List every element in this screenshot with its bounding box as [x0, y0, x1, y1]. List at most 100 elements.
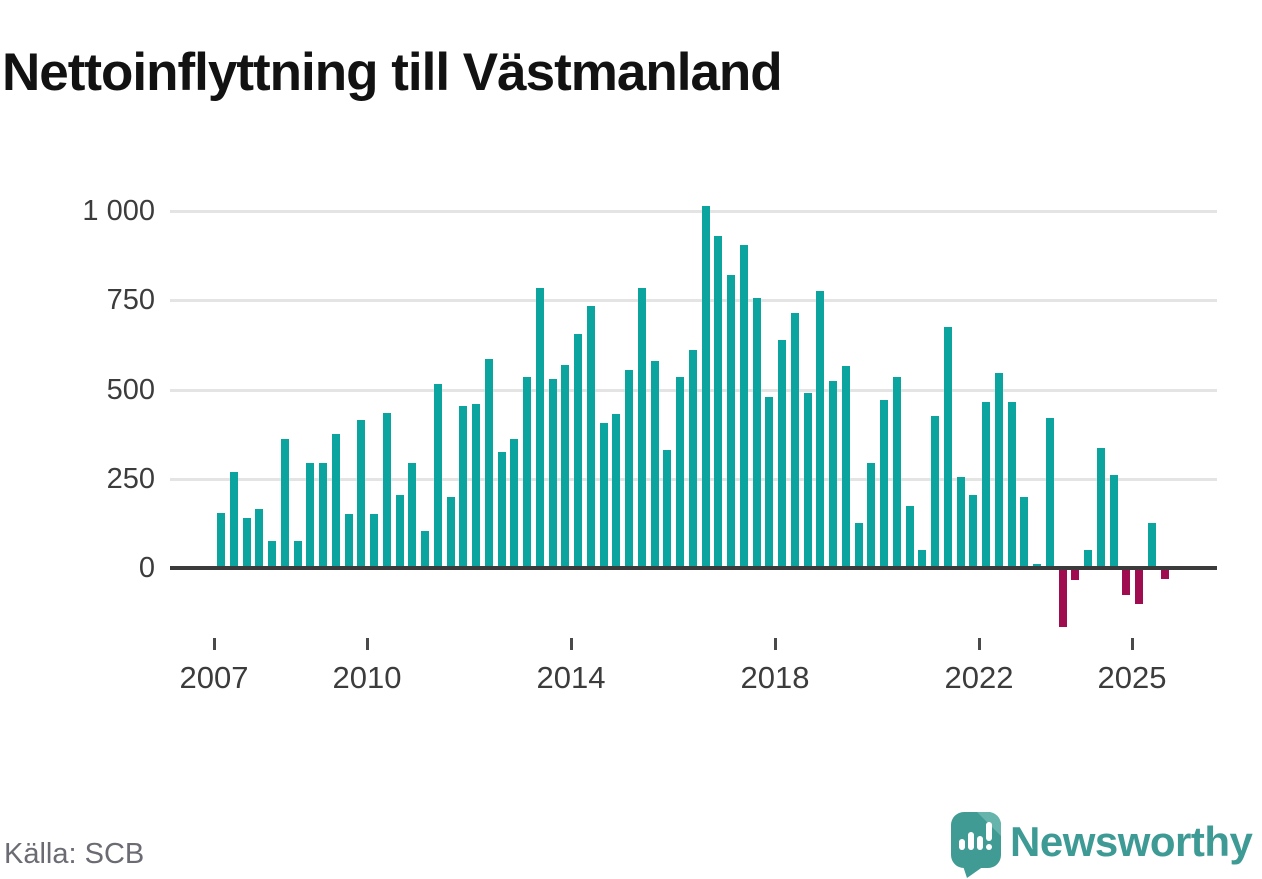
bar-2016-Q3 [701, 205, 710, 568]
bar-2023-Q2 [1045, 418, 1054, 568]
bar-2023-Q4 [1071, 568, 1080, 581]
bar-2008-Q4 [306, 462, 315, 568]
bar-2010-Q1 [370, 514, 378, 568]
bar-2015-Q2 [637, 287, 646, 568]
bar-2025-Q3 [1160, 568, 1169, 579]
x-tick-2010 [366, 638, 369, 650]
y-tick-label-1000: 1 000 [82, 195, 155, 227]
bar-2024-Q3 [1109, 475, 1118, 568]
bar-2012-Q1 [472, 403, 480, 568]
bar-2021-Q2 [943, 327, 952, 568]
bar-2010-Q4 [408, 462, 417, 568]
bar-2015-Q1 [625, 369, 633, 568]
bar-2007-Q1 [217, 512, 225, 568]
bar-2011-Q1 [421, 530, 429, 568]
x-tick-label-2025: 2025 [1097, 660, 1167, 695]
bar-2014-Q4 [612, 414, 621, 568]
bar-2017-Q2 [739, 244, 748, 568]
y-tick-label-750: 750 [106, 284, 155, 317]
bar-2017-Q3 [752, 298, 761, 568]
bar-2009-Q3 [344, 514, 353, 568]
bar-2008-Q1 [268, 541, 276, 568]
x-tick-2025 [1131, 638, 1134, 650]
bar-2007-Q3 [242, 518, 251, 568]
bar-2018-Q2 [790, 312, 799, 568]
bar-2013-Q3 [548, 378, 557, 568]
x-tick-label-2010: 2010 [332, 660, 402, 695]
x-tick-2022 [978, 638, 981, 650]
bar-2014-Q2 [586, 305, 595, 568]
bar-2008-Q2 [280, 439, 289, 568]
bar-2012-Q4 [510, 439, 519, 568]
bar-2013-Q2 [535, 287, 544, 568]
bar-2011-Q2 [433, 384, 442, 568]
bar-2012-Q3 [497, 451, 506, 568]
y-tick-label-0: 0 [138, 552, 155, 584]
bar-2007-Q2 [229, 471, 238, 568]
bar-2021-Q1 [931, 416, 939, 568]
bar-2024-Q4 [1122, 568, 1131, 595]
logo-bar-3 [977, 836, 983, 850]
bar-2009-Q4 [357, 419, 366, 568]
x-tick-2014 [570, 638, 573, 650]
zero-baseline [170, 566, 1217, 570]
speech-bubble-tail [963, 866, 984, 878]
bar-2010-Q2 [382, 412, 391, 568]
bar-2020-Q3 [905, 505, 914, 568]
bar-2024-Q1 [1084, 550, 1092, 568]
bar-2011-Q3 [446, 496, 455, 568]
bar-2018-Q4 [816, 291, 825, 568]
x-tick-label-2018: 2018 [740, 660, 810, 695]
logo-bar-1 [959, 839, 965, 850]
y-tick-label-250: 250 [106, 462, 155, 495]
bar-2020-Q4 [918, 550, 927, 568]
bar-2014-Q3 [599, 423, 608, 568]
bar-2018-Q1 [778, 339, 786, 568]
logo-exclamation-stem [986, 822, 992, 841]
bar-2018-Q3 [803, 393, 812, 568]
bar-2024-Q2 [1096, 448, 1105, 568]
bar-2023-Q3 [1058, 568, 1067, 627]
bar-2016-Q2 [688, 350, 697, 568]
bar-2019-Q2 [841, 366, 850, 568]
gridline-1000 [170, 210, 1217, 213]
x-tick-label-2022: 2022 [944, 660, 1014, 695]
gridline-750 [170, 299, 1217, 303]
bar-2019-Q4 [867, 462, 876, 568]
bar-2016-Q1 [676, 377, 684, 568]
bar-2022-Q1 [982, 401, 990, 568]
bar-2009-Q1 [319, 462, 327, 568]
bar-2012-Q2 [484, 359, 493, 568]
newsworthy-logo: Newsworthy [948, 808, 1262, 879]
bar-2010-Q3 [395, 494, 404, 568]
bar-2025-Q1 [1135, 568, 1143, 604]
bar-2008-Q3 [293, 541, 302, 568]
logo-exclamation-dot [986, 844, 992, 850]
bar-2015-Q3 [650, 360, 659, 568]
bar-2013-Q4 [561, 364, 570, 568]
bar-2015-Q4 [663, 450, 672, 568]
bar-2022-Q2 [994, 373, 1003, 568]
bar-2021-Q3 [956, 476, 965, 568]
bar-2017-Q1 [727, 275, 735, 568]
newsworthy-bubble-chart-icon [951, 812, 1001, 868]
x-tick-2007 [213, 638, 216, 650]
bar-2016-Q4 [714, 235, 723, 568]
bar-2014-Q1 [574, 334, 582, 568]
x-tick-label-2007: 2007 [179, 660, 249, 695]
x-tick-label-2014: 2014 [536, 660, 606, 695]
source-note: Källa: SCB [4, 838, 145, 870]
bar-2021-Q4 [969, 494, 978, 568]
bar-2020-Q2 [892, 377, 901, 568]
bar-2011-Q4 [459, 405, 468, 568]
logo-bar-2 [968, 832, 974, 850]
bar-2007-Q4 [255, 509, 264, 568]
bar-2013-Q1 [523, 377, 531, 568]
bar-2020-Q1 [880, 400, 888, 568]
bar-2009-Q2 [331, 434, 340, 568]
bar-2022-Q4 [1020, 496, 1029, 568]
x-tick-2018 [774, 638, 777, 650]
bar-2025-Q2 [1147, 523, 1156, 568]
